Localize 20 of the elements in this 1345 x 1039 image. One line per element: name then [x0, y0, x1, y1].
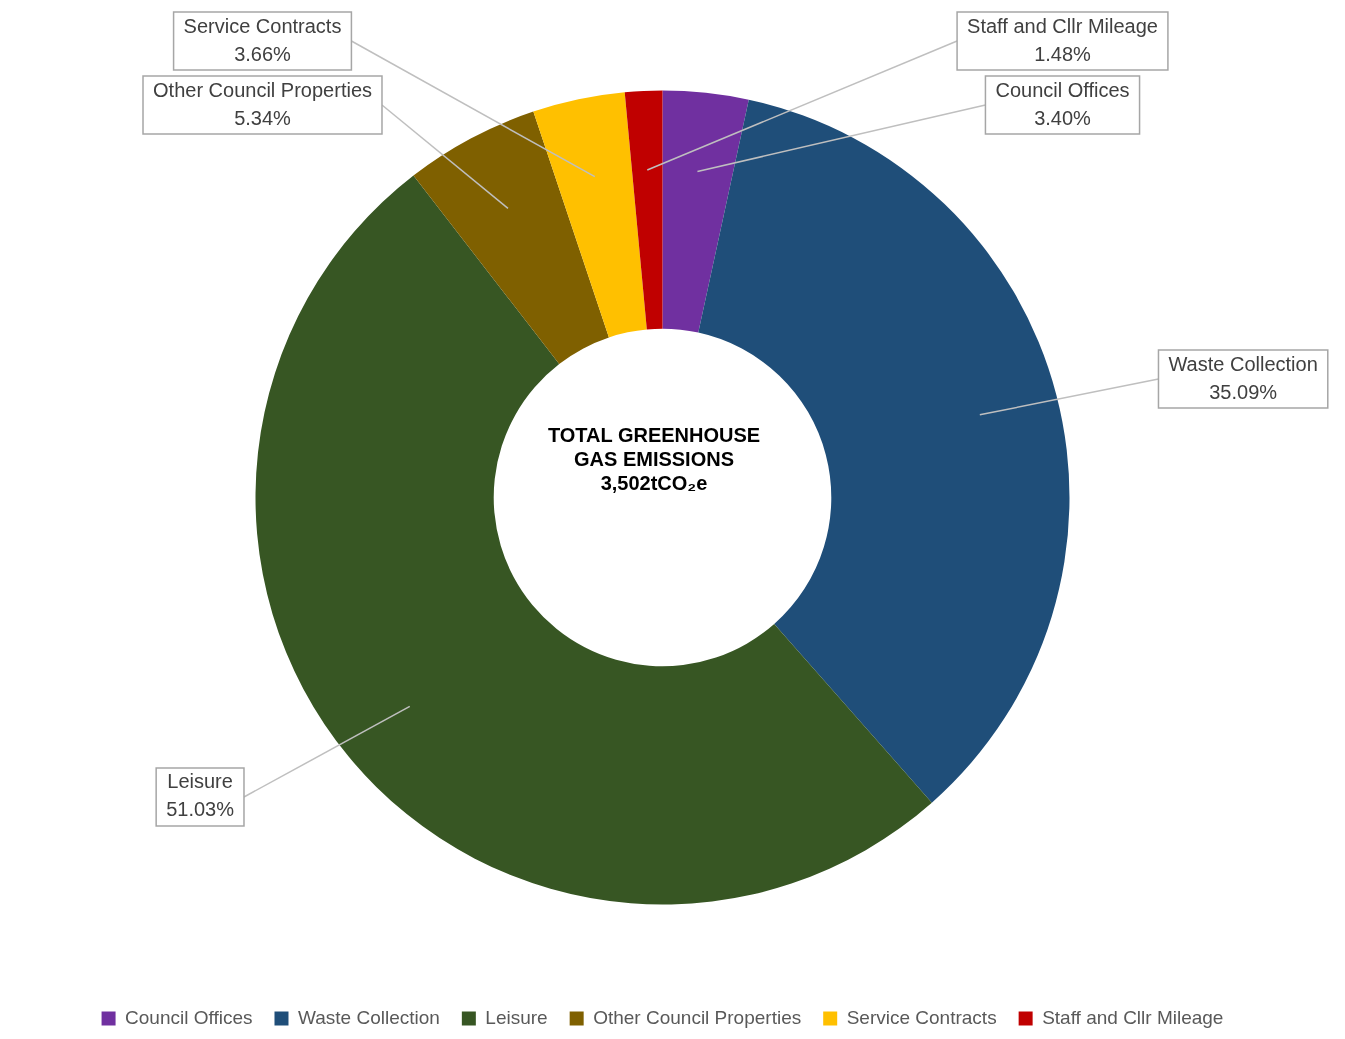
slice-label: Other Council Properties — [153, 78, 372, 101]
slice-label: Leisure — [167, 770, 233, 793]
legend-label: Council Offices — [125, 1006, 253, 1028]
slice-label: Waste Collection — [1168, 352, 1318, 375]
legend-label: Leisure — [485, 1006, 548, 1028]
data-label: 3.66% — [234, 42, 292, 65]
data-label: 51.03% — [166, 798, 235, 821]
text: TOTAL GREENHOUSE GAS EMISSIONS — [546, 423, 762, 471]
data-label: 5.34% — [234, 106, 292, 129]
data-label: 1.48% — [1034, 42, 1092, 65]
legend-label: Service Contracts — [846, 1006, 997, 1028]
slice-label: Staff and Cllr Mileage — [967, 14, 1158, 37]
slice-label: Council Offices — [995, 78, 1130, 101]
legend-label: Waste Collection — [297, 1006, 440, 1028]
data-label: 3.40% — [1034, 106, 1092, 129]
data-label: 35.09% — [1209, 380, 1278, 403]
text: 3,502tCO₂e — [599, 471, 709, 495]
slice-label: Service Contracts — [183, 14, 342, 37]
legend-label: Staff and Cllr Mileage — [1042, 1006, 1224, 1028]
legend-label: Other Council Properties — [593, 1006, 802, 1028]
